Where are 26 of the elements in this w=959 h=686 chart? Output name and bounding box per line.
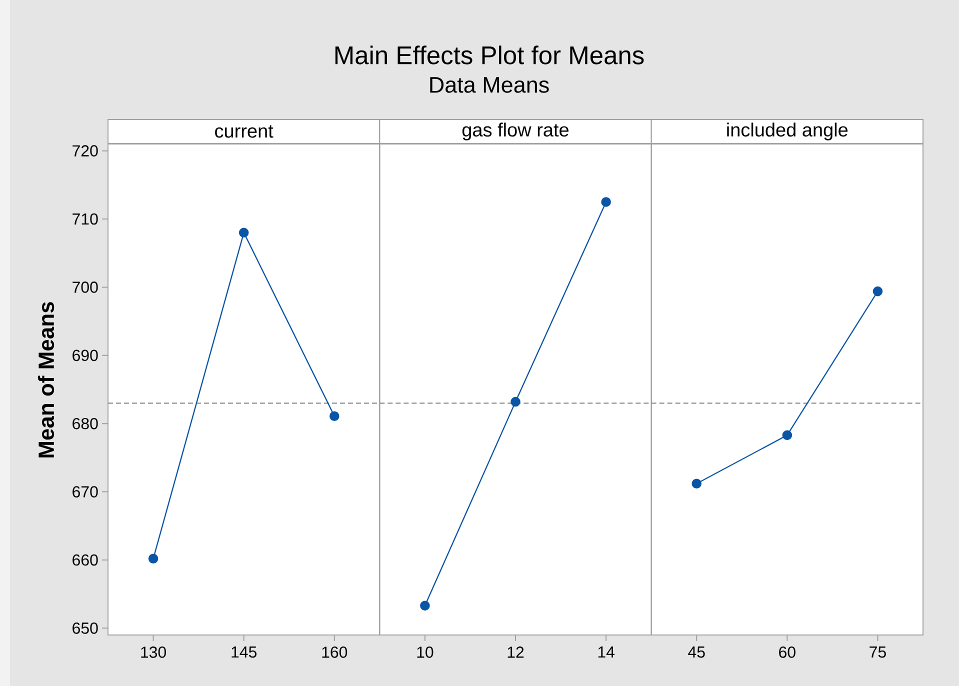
x-tick-label: 10: [417, 646, 434, 658]
y-tick-label: 710: [72, 213, 98, 225]
x-tick-label: 75: [870, 646, 886, 658]
x-tick-label: 12: [508, 646, 524, 658]
y-axis-title: Mean of Means: [38, 302, 54, 458]
y-tick-label: 720: [72, 145, 98, 156]
x-tick-label: 145: [232, 646, 256, 658]
x-tick-label: 60: [779, 646, 796, 658]
x-axis-title: included angle: [727, 122, 848, 140]
y-tick-label: 660: [72, 554, 98, 566]
y-tick-label: 680: [72, 418, 98, 430]
x-axis-title: gas flow rate: [462, 122, 568, 140]
y-tick-label: 650: [72, 622, 98, 634]
chart-title: Main Effects Plot for Means: [335, 46, 644, 64]
chart-subtitle: Data Means: [430, 77, 549, 93]
point: [148, 554, 158, 564]
x-tick-label: 160: [322, 646, 348, 658]
point: [238, 228, 249, 238]
y-tick-label: 690: [72, 350, 98, 362]
y-tick-label: 700: [72, 282, 98, 293]
x-tick-label: 14: [598, 646, 614, 658]
y-tick-label: 670: [72, 486, 98, 498]
x-tick-label: 45: [688, 646, 705, 658]
x-axis-title: current: [215, 125, 274, 138]
x-tick-label: 130: [141, 646, 166, 658]
point: [329, 411, 340, 421]
